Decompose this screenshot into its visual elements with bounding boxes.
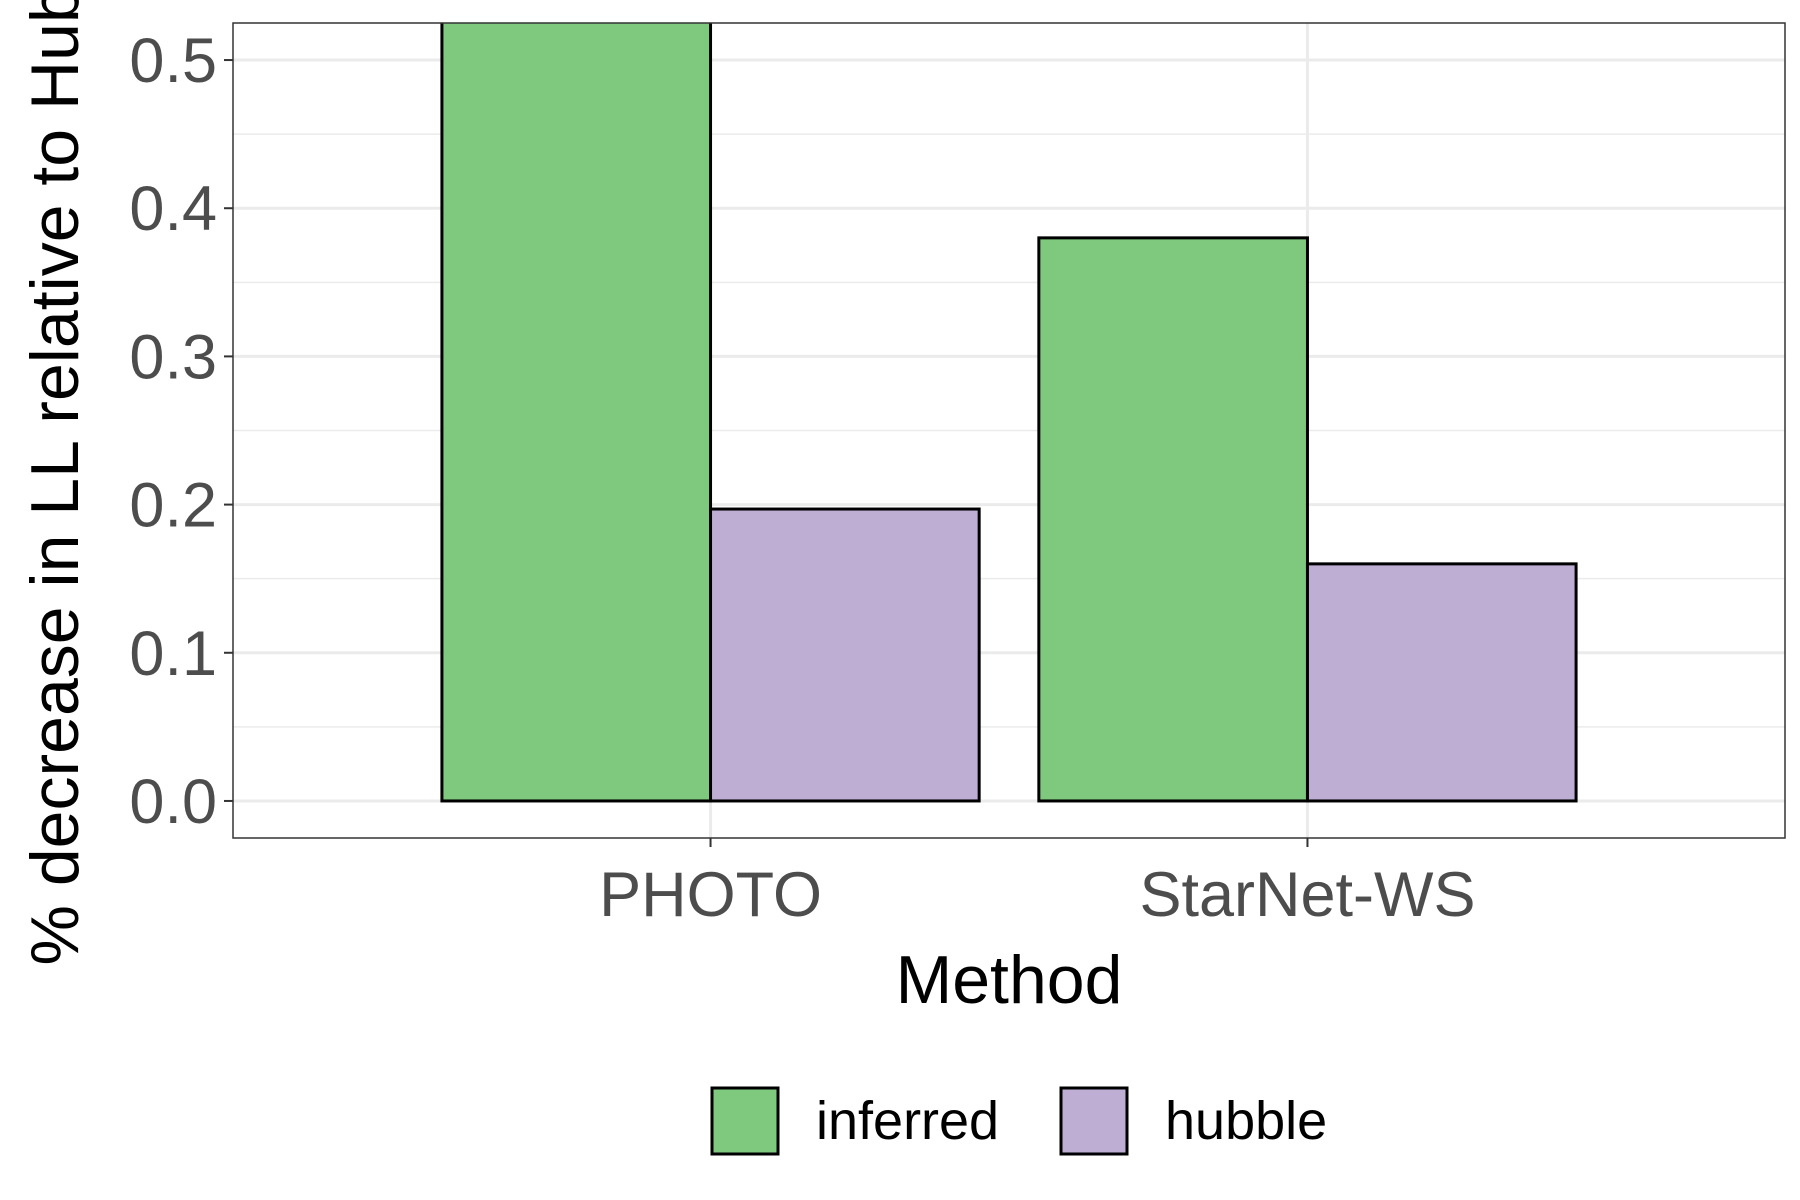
legend-label-inferred: inferred: [816, 1091, 999, 1151]
legend: inferred hubble: [710, 1086, 1327, 1156]
bar-inferred-photo: [440, 23, 713, 803]
bar-hubble-starnet-ws: [1305, 562, 1578, 803]
bars: [440, 23, 1578, 803]
legend-label-hubble: hubble: [1165, 1091, 1327, 1151]
x-axis-title: Method: [896, 942, 1123, 1018]
y-tick-label: 0.3: [129, 322, 217, 392]
y-tick-label: 0.5: [129, 26, 217, 96]
y-axis: 0.0 0.1 0.2 0.3 0.4 0.5: [129, 26, 233, 837]
legend-key-hubble: [1059, 1086, 1129, 1156]
legend-key-inferred: [710, 1086, 780, 1156]
x-axis: PHOTO StarNet-WS: [599, 838, 1475, 930]
x-tick-label: StarNet-WS: [1139, 860, 1475, 930]
y-tick-label: 0.2: [129, 471, 217, 541]
x-tick-label: PHOTO: [599, 860, 822, 930]
y-axis-title: % decrease in LL relative to Hubble: [17, 0, 93, 966]
bar-inferred-starnet-ws: [1037, 236, 1309, 803]
y-tick-label: 0.4: [129, 174, 217, 244]
y-tick-label: 0.0: [129, 767, 217, 837]
bar-hubble-photo: [709, 507, 981, 803]
y-tick-label: 0.1: [129, 619, 217, 689]
plot-panel-border: [232, 22, 1786, 839]
